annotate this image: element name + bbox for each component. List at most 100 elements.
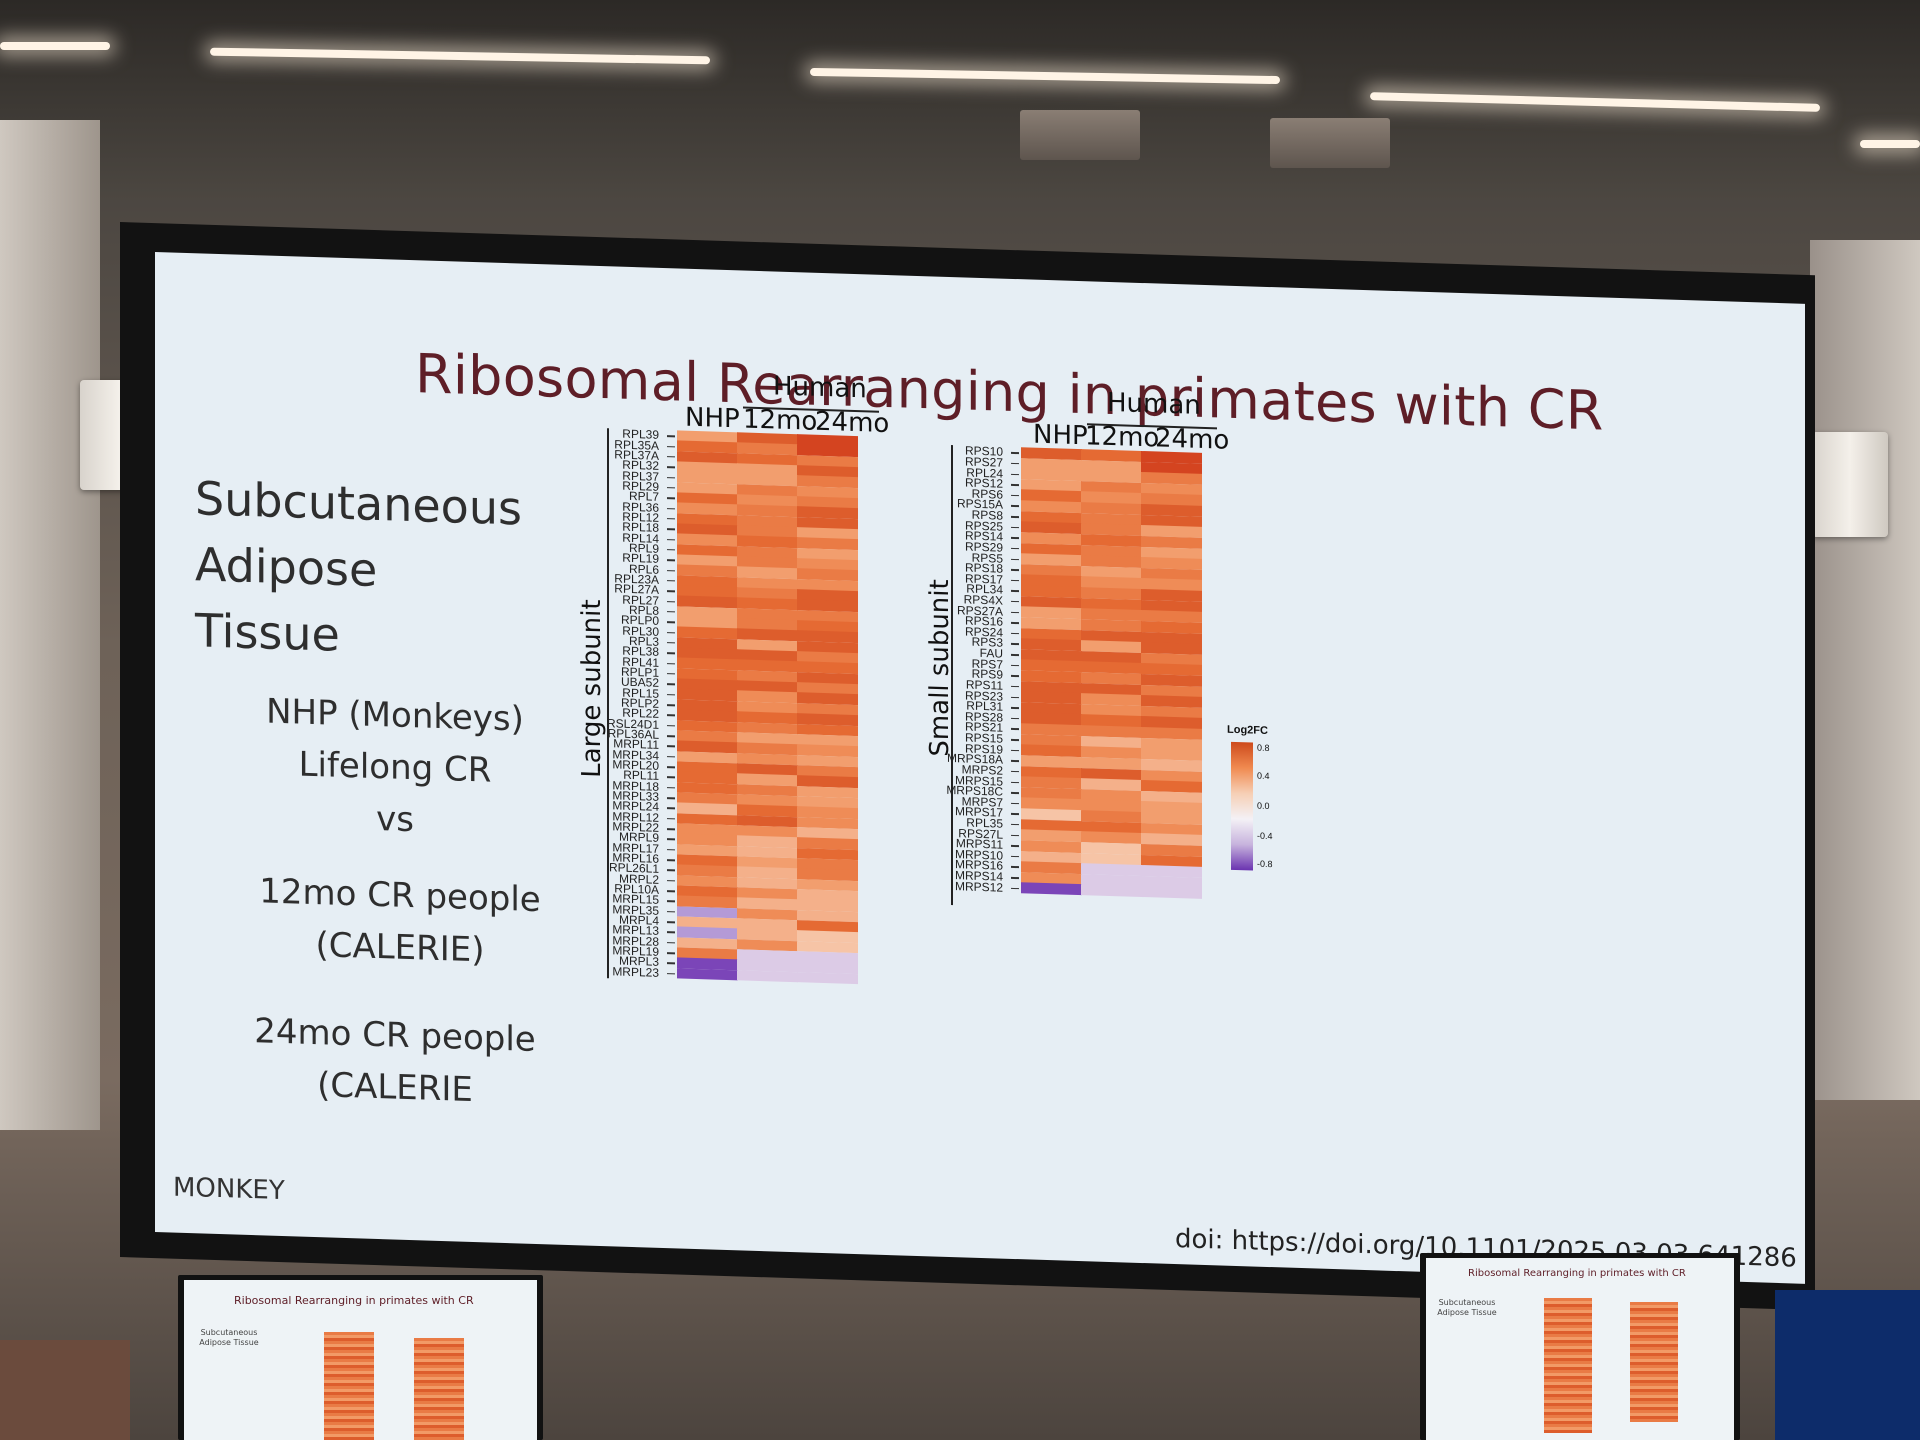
row-tick	[667, 528, 675, 531]
legend-tick: 0.4	[1257, 770, 1270, 782]
p24-line2: (CALERIE	[317, 1065, 473, 1110]
row-label-mrps12: MRPS12	[954, 878, 1003, 895]
p24-line1: 24mo CR people	[254, 1011, 536, 1060]
row-label-mrpl23: MRPL23	[612, 964, 659, 980]
row-tick	[1011, 494, 1019, 497]
row-tick	[667, 435, 675, 437]
row-tick	[667, 755, 675, 758]
row-tick	[667, 859, 675, 861]
monitor-left-text: Subcutaneous Adipose Tissue	[194, 1328, 264, 1348]
row-tick	[667, 910, 675, 913]
row-tick	[1011, 876, 1019, 879]
ceiling-light	[0, 42, 110, 50]
tissue-heading: Subcutaneous Adipose Tissue	[195, 465, 525, 673]
monitor-right-heading1: Subcutaneous	[1438, 1298, 1496, 1307]
row-tick	[1011, 537, 1019, 539]
monitor-right-title: Ribosomal Rearranging in primates with C…	[1468, 1268, 1686, 1279]
row-tick	[1011, 834, 1019, 837]
row-tick	[1011, 547, 1019, 550]
row-tick	[1011, 845, 1019, 847]
monitor-left-heading1: Subcutaneous	[200, 1328, 258, 1337]
row-tick	[667, 766, 675, 768]
row-tick	[1011, 526, 1019, 529]
row-tick	[1011, 590, 1019, 592]
row-tick	[1011, 813, 1019, 815]
row-tick	[667, 517, 675, 520]
row-tick	[667, 611, 675, 613]
heatmap-cell	[1141, 886, 1202, 900]
small-group-header: Human	[1107, 387, 1201, 421]
university-banner	[1775, 1290, 1920, 1440]
row-tick	[667, 559, 675, 562]
tissue-heading-line2: Adipose Tissue	[195, 537, 378, 662]
calerie-12mo-description: 12mo CR people (CALERIE)	[230, 864, 570, 979]
row-tick	[1011, 452, 1019, 454]
p12-line2: (CALERIE)	[315, 925, 485, 971]
heatmap-cell	[1081, 884, 1142, 898]
row-tick	[1011, 462, 1019, 465]
monitor-left-heading2: Adipose Tissue	[199, 1338, 259, 1347]
row-tick	[1011, 685, 1019, 688]
confidence-monitor-right-screen: Ribosomal Rearranging in primates with C…	[1426, 1258, 1734, 1440]
row-tick	[667, 673, 675, 675]
row-tick	[667, 621, 675, 624]
row-tick	[667, 455, 675, 458]
monitor-right-text: Subcutaneous Adipose Tissue	[1432, 1298, 1502, 1318]
heatmap-cell	[797, 971, 858, 985]
row-tick	[1011, 887, 1019, 890]
row-tick	[1011, 484, 1019, 486]
row-tick	[667, 683, 675, 686]
row-tick	[667, 838, 675, 841]
row-tick	[667, 724, 675, 727]
row-tick	[1011, 473, 1019, 476]
row-tick	[667, 962, 675, 965]
row-tick	[667, 797, 675, 799]
row-tick	[667, 972, 675, 975]
monitor-right-heatmap-small	[1630, 1302, 1678, 1422]
ceiling-light	[1860, 140, 1920, 148]
row-tick	[667, 497, 675, 500]
row-tick	[1011, 579, 1019, 582]
calerie-24mo-description: 24mo CR people (CALERIE	[225, 1004, 565, 1119]
row-tick	[1011, 760, 1019, 762]
heatmap-cell	[1021, 882, 1082, 896]
row-tick	[1011, 558, 1019, 561]
large-group-header: Human	[773, 371, 867, 405]
legend-tick: 0.8	[1257, 742, 1270, 754]
row-tick	[1011, 770, 1019, 773]
legend-tick: -0.8	[1257, 858, 1273, 870]
row-tick	[1011, 643, 1019, 646]
row-tick	[1011, 622, 1019, 624]
row-tick	[667, 590, 675, 593]
row-tick	[667, 828, 675, 830]
event-poster	[0, 1340, 130, 1440]
nhp-line1: NHP (Monkeys)	[266, 691, 524, 740]
row-tick	[667, 631, 675, 634]
row-tick	[667, 445, 675, 448]
row-tick	[667, 486, 675, 489]
row-tick	[1011, 696, 1019, 699]
row-tick	[1011, 632, 1019, 635]
footer-label: MONKEY	[173, 1172, 285, 1207]
row-tick	[1011, 611, 1019, 614]
row-tick	[667, 662, 675, 665]
row-tick	[1011, 781, 1019, 784]
heatmap-cell	[737, 969, 798, 983]
row-tick	[667, 890, 675, 892]
monitor-left-title: Ribosomal Rearranging in primates with C…	[234, 1294, 474, 1307]
projection-screen: Ribosomal Rearranging in primates with C…	[155, 252, 1805, 1284]
legend-tick: -0.4	[1257, 830, 1273, 842]
row-tick	[667, 776, 675, 779]
right-wall	[1810, 240, 1920, 1100]
row-tick	[667, 476, 675, 479]
row-tick	[667, 879, 675, 882]
row-tick	[667, 652, 675, 655]
right-speaker	[1812, 432, 1888, 537]
large-col-nhp: NHP	[685, 402, 740, 435]
row-tick	[1011, 792, 1019, 794]
legend-tick: 0.0	[1257, 800, 1270, 812]
row-tick	[667, 507, 675, 510]
row-tick	[1011, 675, 1019, 677]
row-tick	[667, 735, 675, 737]
row-tick	[667, 931, 675, 934]
